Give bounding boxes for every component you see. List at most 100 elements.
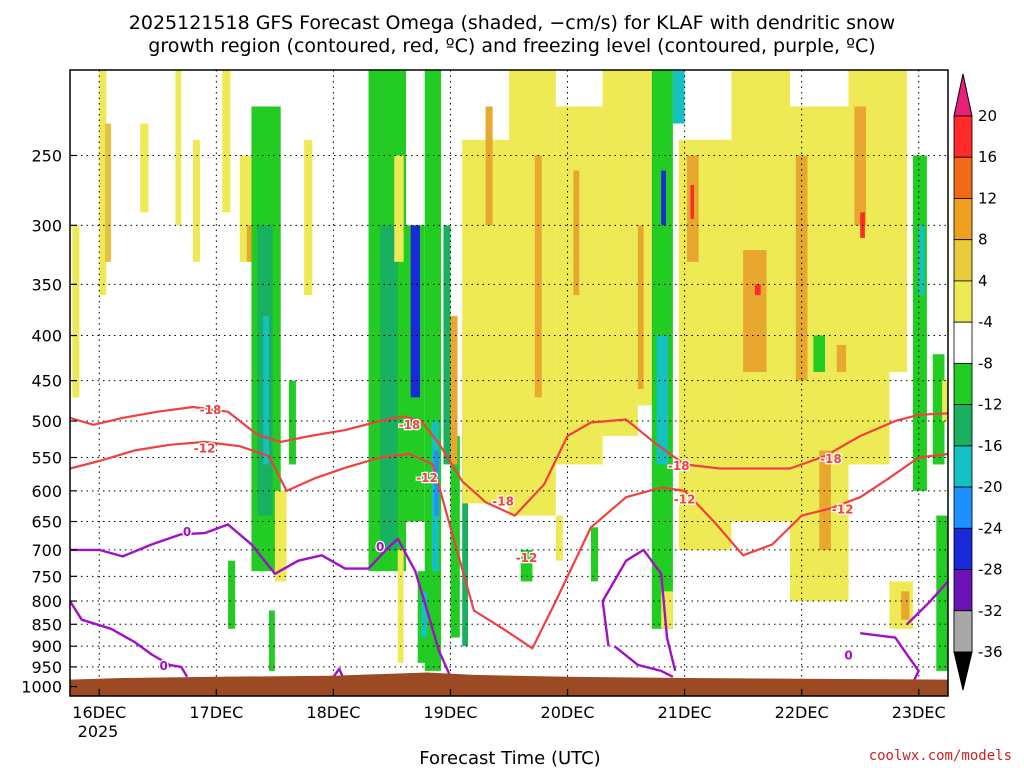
chart-title-line1: 2025121518 GFS Forecast Omega (shaded, −… xyxy=(129,12,895,34)
x-axis: 16DEC 17DEC 18DEC 19DEC 20DEC 21DEC 22DEC 23DEC xyxy=(72,689,946,722)
y-tick-label: 850 xyxy=(31,615,62,634)
y-tick-label: 300 xyxy=(31,216,62,235)
contour-label: -12 xyxy=(416,471,438,485)
colorbar-tick-label: 8 xyxy=(978,231,988,249)
omega-cell xyxy=(942,380,948,422)
contour-label: -18 xyxy=(820,452,842,466)
omega-cell xyxy=(690,184,694,219)
terrain-fill xyxy=(70,672,948,696)
omega-cell xyxy=(228,560,236,629)
colorbar: 20 16 12 8 4 -4 -8 -12 -16 -20 -24 -28 -32 -36 xyxy=(953,73,1003,691)
x-tick-label: 16DEC xyxy=(72,703,126,722)
omega-cell xyxy=(450,436,460,638)
colorbar-tick-label: -36 xyxy=(978,643,1003,661)
contour-label: -12 xyxy=(194,441,216,455)
contour-label: -18 xyxy=(399,418,421,432)
x-tick-label: 17DEC xyxy=(189,703,243,722)
omega-cell xyxy=(105,123,111,262)
colorbar-swatch xyxy=(953,198,973,241)
omega-cell xyxy=(819,450,831,550)
colorbar-swatch xyxy=(953,115,973,158)
colorbar-top-arrow xyxy=(953,73,973,117)
y-tick-label: 900 xyxy=(31,637,62,656)
omega-cell xyxy=(246,225,252,262)
omega-cell xyxy=(754,284,761,296)
y-tick-label: 700 xyxy=(31,541,62,560)
omega-cell xyxy=(397,549,404,663)
omega-cell xyxy=(836,344,847,373)
colorbar-tick-label: -24 xyxy=(978,519,1003,537)
freezing-level-contour xyxy=(860,632,920,684)
y-tick-label: 500 xyxy=(31,412,62,431)
contour-label: 0 xyxy=(159,659,167,673)
colorbar-tick-label: 12 xyxy=(978,189,997,207)
colorbar-tick-label: -12 xyxy=(978,396,1003,414)
contour-label: 0 xyxy=(376,540,384,554)
y-tick-label: 250 xyxy=(31,146,62,165)
y-tick-label: 600 xyxy=(31,482,62,501)
omega-cell xyxy=(813,335,826,373)
colorbar-swatch xyxy=(953,404,973,447)
contour-line-minus18 xyxy=(70,405,948,517)
colorbar-swatch xyxy=(953,362,973,406)
omega-cell xyxy=(269,610,275,671)
contour-line-0 xyxy=(70,523,452,678)
x-tick-label: 22DEC xyxy=(775,703,829,722)
omega-cell xyxy=(743,250,767,373)
freezing-level-contour xyxy=(70,600,189,678)
x-tick-label: 19DEC xyxy=(423,703,477,722)
freezing-level-contour xyxy=(906,580,948,626)
freezing-level-contour xyxy=(613,645,674,678)
contour-labels: -18 -12 0 0 -18 -12 0 -18 -12 -18 -12 -18 -12 0 xyxy=(158,402,855,674)
omega-cell xyxy=(99,70,107,296)
omega-cell xyxy=(936,515,948,671)
colorbar-tick-label: 20 xyxy=(978,107,997,125)
omega-cell xyxy=(534,155,542,398)
colorbar-swatch xyxy=(953,239,973,282)
contour-label: 0 xyxy=(844,648,852,662)
omega-cell xyxy=(520,549,533,582)
omega-cell xyxy=(304,139,313,296)
contour-line-minus12 xyxy=(70,440,948,650)
omega-cell xyxy=(434,450,439,516)
omega-cell xyxy=(573,170,580,296)
omega-cell xyxy=(661,591,673,629)
colorbar-swatch xyxy=(953,527,973,570)
contour-lines xyxy=(70,405,948,684)
y-tick-label: 350 xyxy=(31,275,62,294)
colorbar-tick-label: -28 xyxy=(978,561,1003,579)
contour-label: 0 xyxy=(183,525,191,539)
omega-cell xyxy=(274,490,287,582)
omega-cell xyxy=(421,591,428,638)
contour-label: -18 xyxy=(668,459,690,473)
plot-frame xyxy=(69,69,949,697)
y-tick-label: 550 xyxy=(31,449,62,468)
omega-cell xyxy=(637,225,644,390)
omega-cell xyxy=(918,225,925,296)
y-tick-label: 950 xyxy=(31,658,62,677)
omega-cell xyxy=(555,515,563,561)
y-tick-label: 800 xyxy=(31,592,62,611)
colorbar-swatch xyxy=(953,321,973,364)
omega-cell xyxy=(222,70,231,213)
colorbar-swatch xyxy=(953,156,973,199)
omega-cell xyxy=(394,155,404,262)
x-tick-label: 23DEC xyxy=(892,703,946,722)
omega-cell xyxy=(678,139,732,550)
contour-label: -12 xyxy=(516,551,538,565)
contour-label: -18 xyxy=(200,403,222,417)
omega-cell xyxy=(672,70,685,124)
colorbar-tick-label: 4 xyxy=(978,272,988,290)
colorbar-tick-label: -16 xyxy=(978,437,1003,455)
x-tick-label: 21DEC xyxy=(658,703,712,722)
omega-cell xyxy=(509,70,556,516)
x-tick-label: 18DEC xyxy=(306,703,360,722)
omega-cell xyxy=(192,139,200,262)
credit-text: coolwx.com/models xyxy=(869,748,1012,764)
omega-cell xyxy=(140,123,149,213)
x-axis-label: Forecast Time (UTC) xyxy=(419,748,600,768)
omega-cell xyxy=(485,106,493,226)
colorbar-bottom-arrow xyxy=(953,651,973,691)
freezing-level-contour xyxy=(601,548,677,672)
